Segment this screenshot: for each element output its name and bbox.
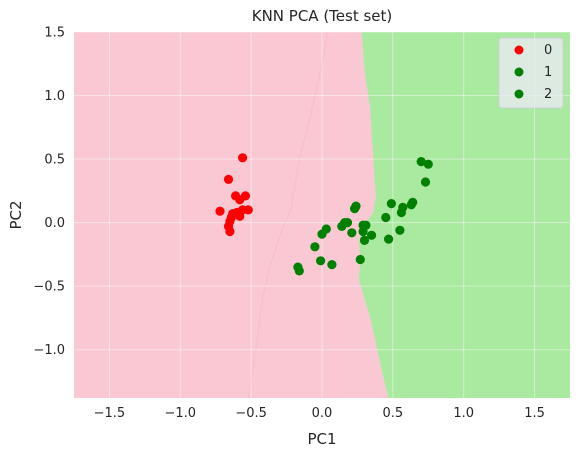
legend-label-1: 1 — [544, 65, 552, 80]
x-tick-label: 0.0 — [312, 406, 333, 421]
x-tick-label: 1.0 — [453, 406, 474, 421]
data-point-class-1 — [358, 226, 368, 237]
legend: 0 1 2 — [498, 37, 564, 109]
data-point-class-0 — [235, 195, 245, 205]
y-tick-label: 0.5 — [44, 153, 65, 168]
inner-region-edge — [247, 32, 329, 398]
data-point-class-0 — [238, 153, 248, 163]
legend-label-0: 0 — [544, 43, 552, 58]
data-point-class-1 — [396, 207, 406, 218]
decision-region-class-1 — [358, 32, 570, 398]
data-point-class-0 — [223, 174, 234, 184]
y-axis-label: PC2 — [7, 200, 25, 229]
data-point-class-1 — [347, 228, 357, 238]
y-tick-label: 0.0 — [44, 216, 65, 231]
data-point-class-1 — [420, 177, 431, 187]
x-tick-label: −1.0 — [164, 406, 196, 421]
data-point-class-1 — [386, 199, 396, 209]
data-point-class-1 — [351, 201, 361, 211]
y-tick-labels: −1.0 −0.5 0.0 0.5 1.0 1.5 — [33, 26, 65, 359]
data-point-class-1 — [416, 157, 426, 167]
data-point-class-1 — [317, 229, 327, 239]
chart-title: KNN PCA (Test set) — [252, 7, 393, 25]
y-tick-label: −0.5 — [33, 280, 65, 295]
data-point-class-1 — [359, 235, 370, 245]
data-point-class-1 — [406, 200, 416, 210]
legend-marker-2 — [514, 89, 524, 99]
x-tick-label: 1.5 — [524, 406, 545, 421]
legend-marker-0 — [514, 45, 524, 55]
data-point-class-1 — [327, 260, 337, 270]
data-point-class-1 — [337, 221, 347, 231]
legend-label-2: 2 — [544, 87, 552, 102]
data-point-class-1 — [355, 254, 365, 265]
data-point-class-1 — [294, 266, 304, 276]
data-point-class-1 — [316, 256, 326, 266]
x-tick-label: 0.5 — [383, 406, 404, 421]
x-tick-label: −0.5 — [235, 406, 267, 421]
x-tick-label: −1.5 — [94, 406, 126, 421]
data-point-class-1 — [310, 242, 320, 252]
data-point-class-1 — [381, 212, 391, 223]
data-point-class-0 — [225, 226, 235, 237]
data-point-class-1 — [395, 225, 405, 235]
legend-box — [498, 37, 564, 109]
data-point-class-0 — [215, 206, 225, 216]
x-tick-labels: −1.5 −1.0 −0.5 0.0 0.5 1.0 1.5 — [94, 406, 545, 421]
x-axis-label: PC1 — [307, 430, 336, 448]
y-tick-label: −1.0 — [33, 343, 65, 358]
y-tick-label: 1.5 — [44, 26, 65, 41]
legend-marker-1 — [514, 67, 524, 77]
data-points — [215, 153, 433, 276]
data-point-class-1 — [384, 234, 394, 244]
data-point-class-1 — [367, 230, 377, 240]
data-point-class-1 — [423, 159, 433, 169]
data-point-class-0 — [235, 211, 245, 221]
y-tick-label: 1.0 — [44, 89, 65, 104]
plot-area — [74, 32, 570, 398]
